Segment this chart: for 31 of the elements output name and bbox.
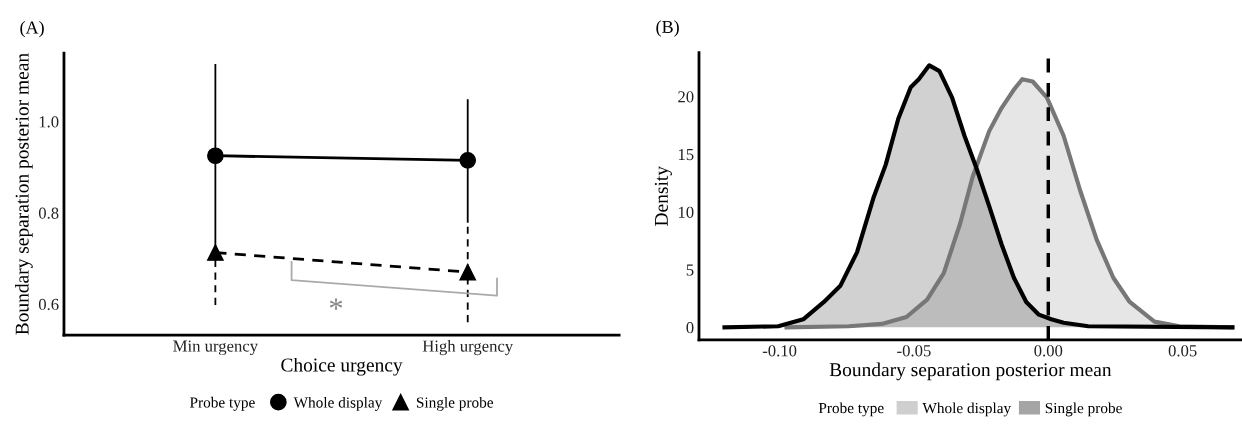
point [459,263,477,281]
legend-label: Single probe [1045,402,1122,417]
x-tick-label: Min urgency [173,340,258,356]
legend-label: Whole display [922,402,1012,417]
y-tick-label: 5 [686,264,694,276]
legend-title: Probe type [818,402,884,417]
x-tick-label: 0.05 [1168,345,1197,357]
y-tick-label: 10 [678,206,694,218]
y-axis-title: Density [654,166,672,226]
y-tick-label: 15 [678,149,694,161]
x-tick-label: High urgency [422,339,514,356]
y-tick-label: 0 [686,322,694,334]
x-tick-label: -0.05 [897,345,931,357]
y-tick-label: 20 [678,91,694,103]
point [459,151,477,169]
y-axis-title: Boundary separation posterior mean [15,53,33,335]
chart-title: (B) [656,20,679,37]
x-tick-label: -0.10 [762,345,797,357]
point [207,147,224,165]
x-axis-title: Choice urgency [281,357,403,376]
point [207,244,224,261]
legend-label: Single probe [416,396,494,411]
legend-title: Probe type [189,396,255,411]
legend-label: Whole display [293,396,383,411]
y-tick-label: 0.8 [38,207,59,219]
y-tick-label: 0.6 [38,298,59,311]
chart-title: (A) [20,20,44,38]
x-axis-title: Boundary separation posterior mean [829,362,1112,381]
annotation: * [329,298,343,310]
y-tick-label: 1.0 [39,116,59,128]
x-tick-label: 0.00 [1034,345,1063,357]
